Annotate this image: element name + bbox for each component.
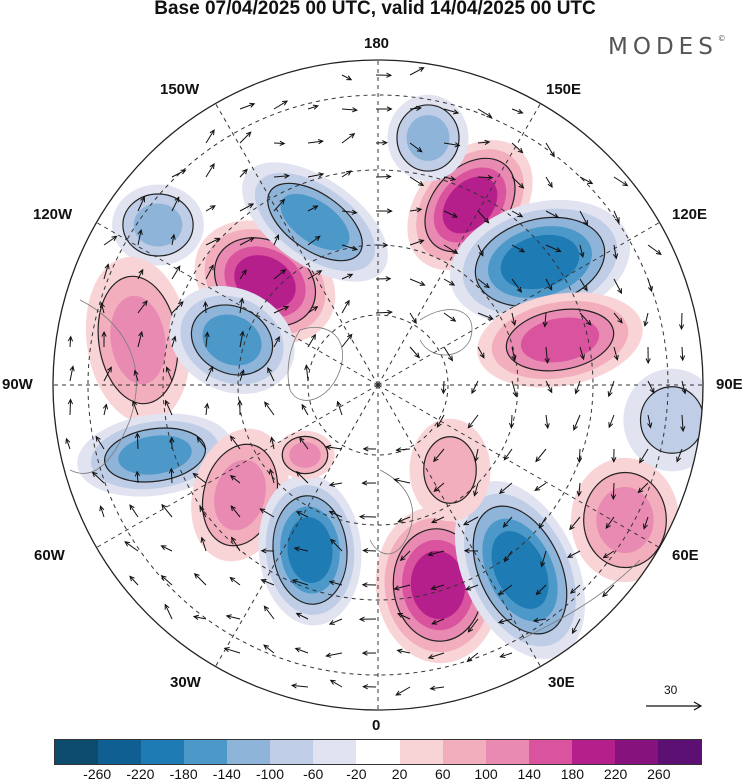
label-150w: 150W bbox=[160, 81, 200, 98]
anomaly-high-east-atlantic bbox=[275, 430, 335, 480]
colorbar-tick-label: -20 bbox=[346, 766, 367, 782]
map-disk bbox=[53, 60, 703, 710]
colorbar-tick-label: 220 bbox=[603, 766, 628, 782]
colorbar-tick-label: -260 bbox=[83, 766, 112, 782]
anomaly-low-north-atlantic-w bbox=[77, 413, 233, 497]
colorbar-swatch bbox=[442, 740, 486, 764]
label-90e: 90E bbox=[716, 376, 743, 393]
anomaly-low-gulf-alaska bbox=[242, 162, 388, 282]
colorbar-swatch bbox=[141, 740, 185, 764]
colorbar-swatch bbox=[657, 740, 701, 764]
logo-text: MODES bbox=[608, 34, 718, 60]
graticule bbox=[53, 60, 703, 710]
colorbar-swatch bbox=[98, 740, 142, 764]
colorbar-swatch bbox=[356, 740, 400, 764]
colorbar-swatch bbox=[614, 740, 658, 764]
label-180: 180 bbox=[364, 35, 390, 52]
copyright-mark: © bbox=[717, 34, 726, 43]
label-150e: 150E bbox=[546, 81, 582, 98]
anomaly-low-eastern-europe bbox=[454, 481, 586, 659]
label-60w: 60W bbox=[34, 547, 65, 564]
anomaly-low-central-asia bbox=[623, 368, 703, 472]
colorbar-tick-label: -140 bbox=[212, 766, 241, 782]
anomaly-low-north-pacific-ne bbox=[450, 199, 630, 325]
anomaly-low-north-pacific bbox=[387, 94, 469, 182]
colorbar-swatch bbox=[313, 740, 357, 764]
colorbar-swatch bbox=[528, 740, 572, 764]
colorbar-swatch bbox=[55, 740, 99, 764]
anomaly-high-mid-atlantic bbox=[409, 418, 491, 522]
label-30w: 30W bbox=[170, 674, 201, 691]
colorbar-tick-label: 180 bbox=[560, 766, 585, 782]
anomaly-field bbox=[77, 94, 703, 664]
colorbar bbox=[54, 739, 702, 765]
label-60e: 60E bbox=[672, 547, 699, 564]
label-90w: 90W bbox=[2, 376, 33, 393]
colorbar-tick-label: -100 bbox=[255, 766, 285, 782]
label-30e: 30E bbox=[548, 674, 575, 691]
label-0: 0 bbox=[372, 717, 381, 734]
colorbar-tick-label: -60 bbox=[303, 766, 324, 782]
anomaly-high-south-asia bbox=[571, 457, 679, 583]
colorbar-tick-label: -180 bbox=[169, 766, 198, 782]
label-120w: 120W bbox=[33, 206, 73, 223]
map-title: Base 07/04/2025 00 UTC, valid 14/04/2025… bbox=[154, 0, 596, 19]
anomaly-low-nw-pacific bbox=[112, 184, 204, 266]
colorbar-swatch bbox=[270, 740, 314, 764]
anomaly-high-pacific-coast bbox=[85, 256, 191, 424]
colorbar-swatch bbox=[485, 740, 529, 764]
colorbar-tick-label: -220 bbox=[126, 766, 155, 782]
colorbar-tick-label: 60 bbox=[435, 766, 451, 782]
modes-logo: MODES© bbox=[608, 34, 726, 60]
vector-scale-arrow bbox=[646, 701, 703, 711]
colorbar-swatch bbox=[184, 740, 228, 764]
label-120e: 120E bbox=[672, 206, 708, 223]
map-border bbox=[52, 59, 704, 711]
wind-vectors bbox=[65, 67, 687, 696]
colorbar-swatch bbox=[399, 740, 443, 764]
colorbar-tick-label: 140 bbox=[517, 766, 541, 782]
colorbar-tick-label: 260 bbox=[647, 766, 671, 782]
vector-scale-label: 30 bbox=[664, 683, 678, 697]
colorbar-tick-label: 20 bbox=[391, 766, 408, 782]
colorbar-tick-label: 100 bbox=[474, 766, 498, 782]
colorbar-swatch bbox=[227, 740, 271, 764]
colorbar-swatch bbox=[571, 740, 615, 764]
anomaly-high-siberia bbox=[477, 292, 643, 388]
